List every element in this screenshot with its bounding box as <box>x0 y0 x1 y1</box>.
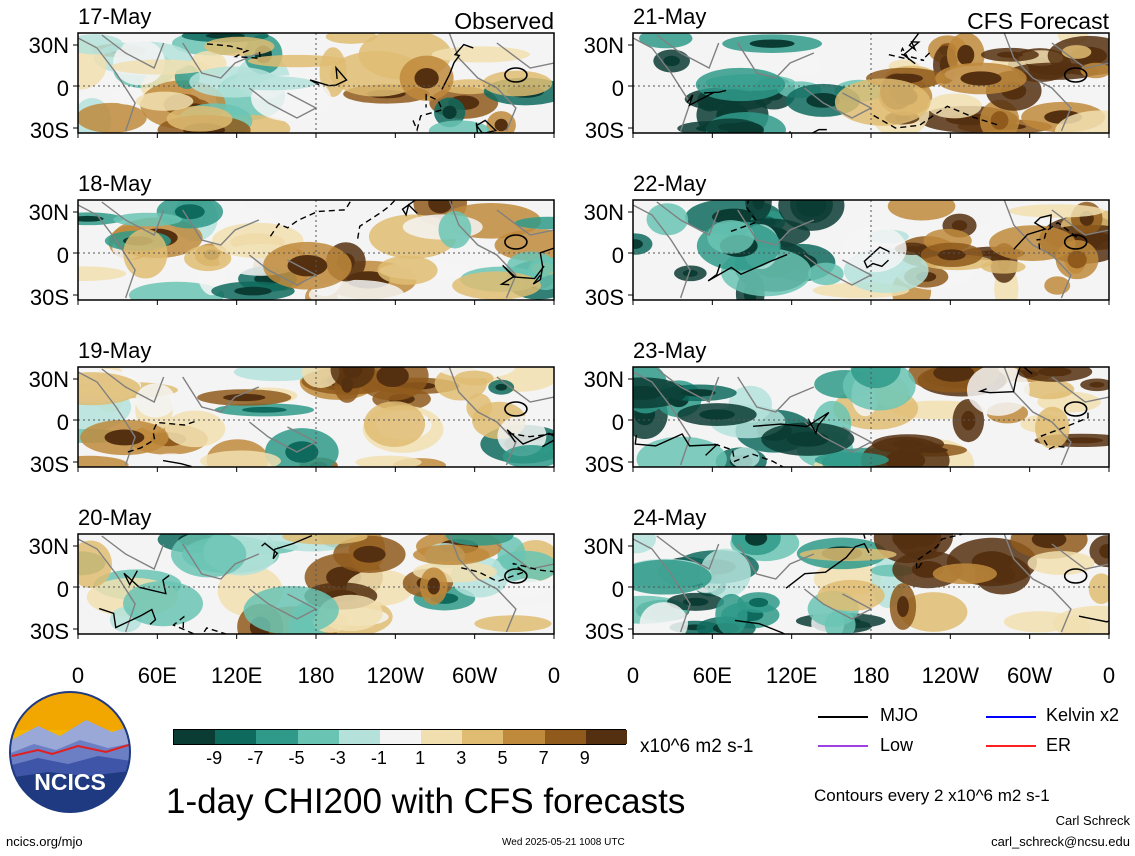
y-tick-label: 30N <box>584 33 624 58</box>
x-tick-label: 120W <box>367 663 425 688</box>
y-tick-label: 0 <box>612 243 624 268</box>
y-tick-label: 30S <box>585 619 624 644</box>
x-tick-label: 0 <box>1103 663 1115 688</box>
contour-note: Contours every 2 x10^6 m2 s-1 <box>814 786 1050 805</box>
colorbar-cell <box>585 730 627 744</box>
legend-label-low: Low <box>880 735 914 755</box>
y-tick-label: 30S <box>585 118 624 143</box>
y-tick-label: 30S <box>30 285 69 310</box>
colorbar-cell <box>503 730 546 744</box>
y-tick-label: 30N <box>29 534 69 559</box>
colorbar-cell <box>297 730 340 744</box>
legend-line-kelvin <box>986 716 1036 718</box>
colorbar-tick-label: -5 <box>288 748 305 768</box>
x-tick-label: 60E <box>693 663 732 688</box>
x-tick-label: 120E <box>211 663 262 688</box>
y-tick-label: 30S <box>30 452 69 477</box>
panels-svg: 17-May Observed30N030S18-May30N030S19-May… <box>29 4 1115 688</box>
x-tick-label: 180 <box>298 663 335 688</box>
y-tick-label: 0 <box>612 76 624 101</box>
colorbar-tick-label: 3 <box>456 748 467 768</box>
panel-field <box>78 33 554 133</box>
colorbar-cell <box>421 730 464 744</box>
panel-title: Observed <box>454 8 554 34</box>
footer-author: Carl Schreck <box>1055 813 1130 828</box>
y-tick-label: 0 <box>57 410 69 435</box>
panel-field <box>78 367 554 467</box>
y-tick-label: 30S <box>30 619 69 644</box>
panel-date: 24-May <box>633 505 706 530</box>
panel-date: 17-May <box>78 4 151 29</box>
colorbar <box>173 729 627 745</box>
panel-date: 23-May <box>633 338 706 363</box>
colorbar-tick-label: 7 <box>538 748 549 768</box>
colorbar-tick-label: 5 <box>497 748 508 768</box>
x-tick-label: 180 <box>853 663 890 688</box>
y-tick-label: 0 <box>57 577 69 602</box>
colorbar-cell <box>256 730 299 744</box>
x-tick-label: 0 <box>72 663 84 688</box>
colorbar-cell <box>462 730 505 744</box>
colorbar-cell <box>174 730 217 744</box>
panel-title: CFS Forecast <box>967 8 1109 34</box>
panel-field <box>78 534 554 634</box>
footer-email[interactable]: carl_schreck@ncsu.edu <box>991 834 1130 849</box>
panel-date: 18-May <box>78 171 151 196</box>
colorbar-tick-label: -3 <box>329 748 346 768</box>
ncics-logo: NCICS <box>9 691 131 813</box>
colorbar-tick-label: -1 <box>370 748 387 768</box>
colorbar-tick-label: -7 <box>247 748 264 768</box>
colorbar-tick-label: -9 <box>206 748 223 768</box>
main-title: 1-day CHI200 with CFS forecasts <box>166 782 686 821</box>
x-tick-label: 0 <box>548 663 560 688</box>
legend-label-kelvin: Kelvin x2 <box>1046 705 1120 725</box>
x-tick-label: 0 <box>627 663 639 688</box>
logo-text: NCICS <box>34 769 106 795</box>
legend-line-er <box>986 745 1036 747</box>
x-tick-label: 60W <box>452 663 497 688</box>
x-tick-label: 120E <box>766 663 817 688</box>
panel-date: 22-May <box>633 171 706 196</box>
y-tick-label: 30N <box>29 367 69 392</box>
y-tick-label: 30N <box>584 367 624 392</box>
colorbar-cell <box>379 730 423 744</box>
colorbar-cell <box>544 730 587 744</box>
y-tick-label: 30N <box>29 200 69 225</box>
footer-timestamp: Wed 2025-05-21 1008 UTC <box>502 837 625 848</box>
colorbar-units: x10^6 m2 s-1 <box>640 736 754 757</box>
y-tick-label: 30S <box>585 285 624 310</box>
y-tick-label: 30N <box>29 33 69 58</box>
y-tick-label: 30N <box>584 534 624 559</box>
legend-label-mjo: MJO <box>880 705 918 725</box>
panel-field <box>633 33 1109 133</box>
colorbar-cell <box>338 730 381 744</box>
legend-line-mjo <box>818 716 868 718</box>
colorbar-tick-label: 9 <box>579 748 590 768</box>
panel-field <box>633 534 1109 634</box>
panel-date: 20-May <box>78 505 151 530</box>
panel-field <box>78 200 554 300</box>
panel-date: 19-May <box>78 338 151 363</box>
y-tick-label: 30S <box>585 452 624 477</box>
y-tick-label: 0 <box>612 410 624 435</box>
colorbar-tick-label: 1 <box>415 748 426 768</box>
legend-line-low <box>818 745 868 747</box>
x-tick-label: 60W <box>1007 663 1052 688</box>
footer-url[interactable]: ncics.org/mjo <box>6 834 83 849</box>
y-tick-label: 30S <box>30 118 69 143</box>
y-tick-label: 0 <box>57 76 69 101</box>
x-tick-label: 120W <box>922 663 980 688</box>
colorbar-cell <box>215 730 258 744</box>
x-tick-label: 60E <box>138 663 177 688</box>
panel-date: 21-May <box>633 4 706 29</box>
y-tick-label: 30N <box>584 200 624 225</box>
y-tick-label: 0 <box>612 577 624 602</box>
y-tick-label: 0 <box>57 243 69 268</box>
legend-label-er: ER <box>1046 735 1072 755</box>
